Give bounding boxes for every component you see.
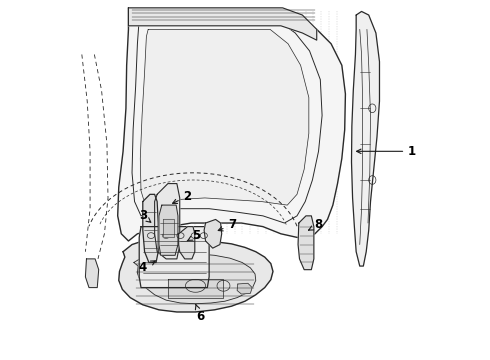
Polygon shape (119, 239, 273, 312)
Polygon shape (237, 283, 252, 294)
Polygon shape (159, 205, 178, 255)
Polygon shape (179, 226, 195, 259)
Text: 1: 1 (357, 145, 416, 158)
Polygon shape (143, 194, 158, 262)
Polygon shape (140, 30, 309, 205)
Text: 7: 7 (218, 218, 237, 231)
Text: 5: 5 (187, 229, 201, 242)
Polygon shape (351, 12, 379, 266)
Polygon shape (204, 220, 221, 248)
Polygon shape (128, 8, 317, 40)
Text: 4: 4 (139, 261, 155, 274)
Text: 2: 2 (172, 190, 192, 203)
Text: 3: 3 (139, 210, 151, 222)
Polygon shape (134, 253, 256, 304)
Polygon shape (118, 8, 345, 241)
Polygon shape (85, 259, 98, 288)
Polygon shape (163, 220, 174, 237)
Polygon shape (132, 19, 322, 223)
Polygon shape (139, 226, 209, 288)
Polygon shape (155, 184, 180, 259)
Polygon shape (168, 279, 223, 298)
Text: 6: 6 (196, 304, 204, 323)
Text: 8: 8 (309, 218, 322, 231)
Polygon shape (298, 216, 314, 270)
